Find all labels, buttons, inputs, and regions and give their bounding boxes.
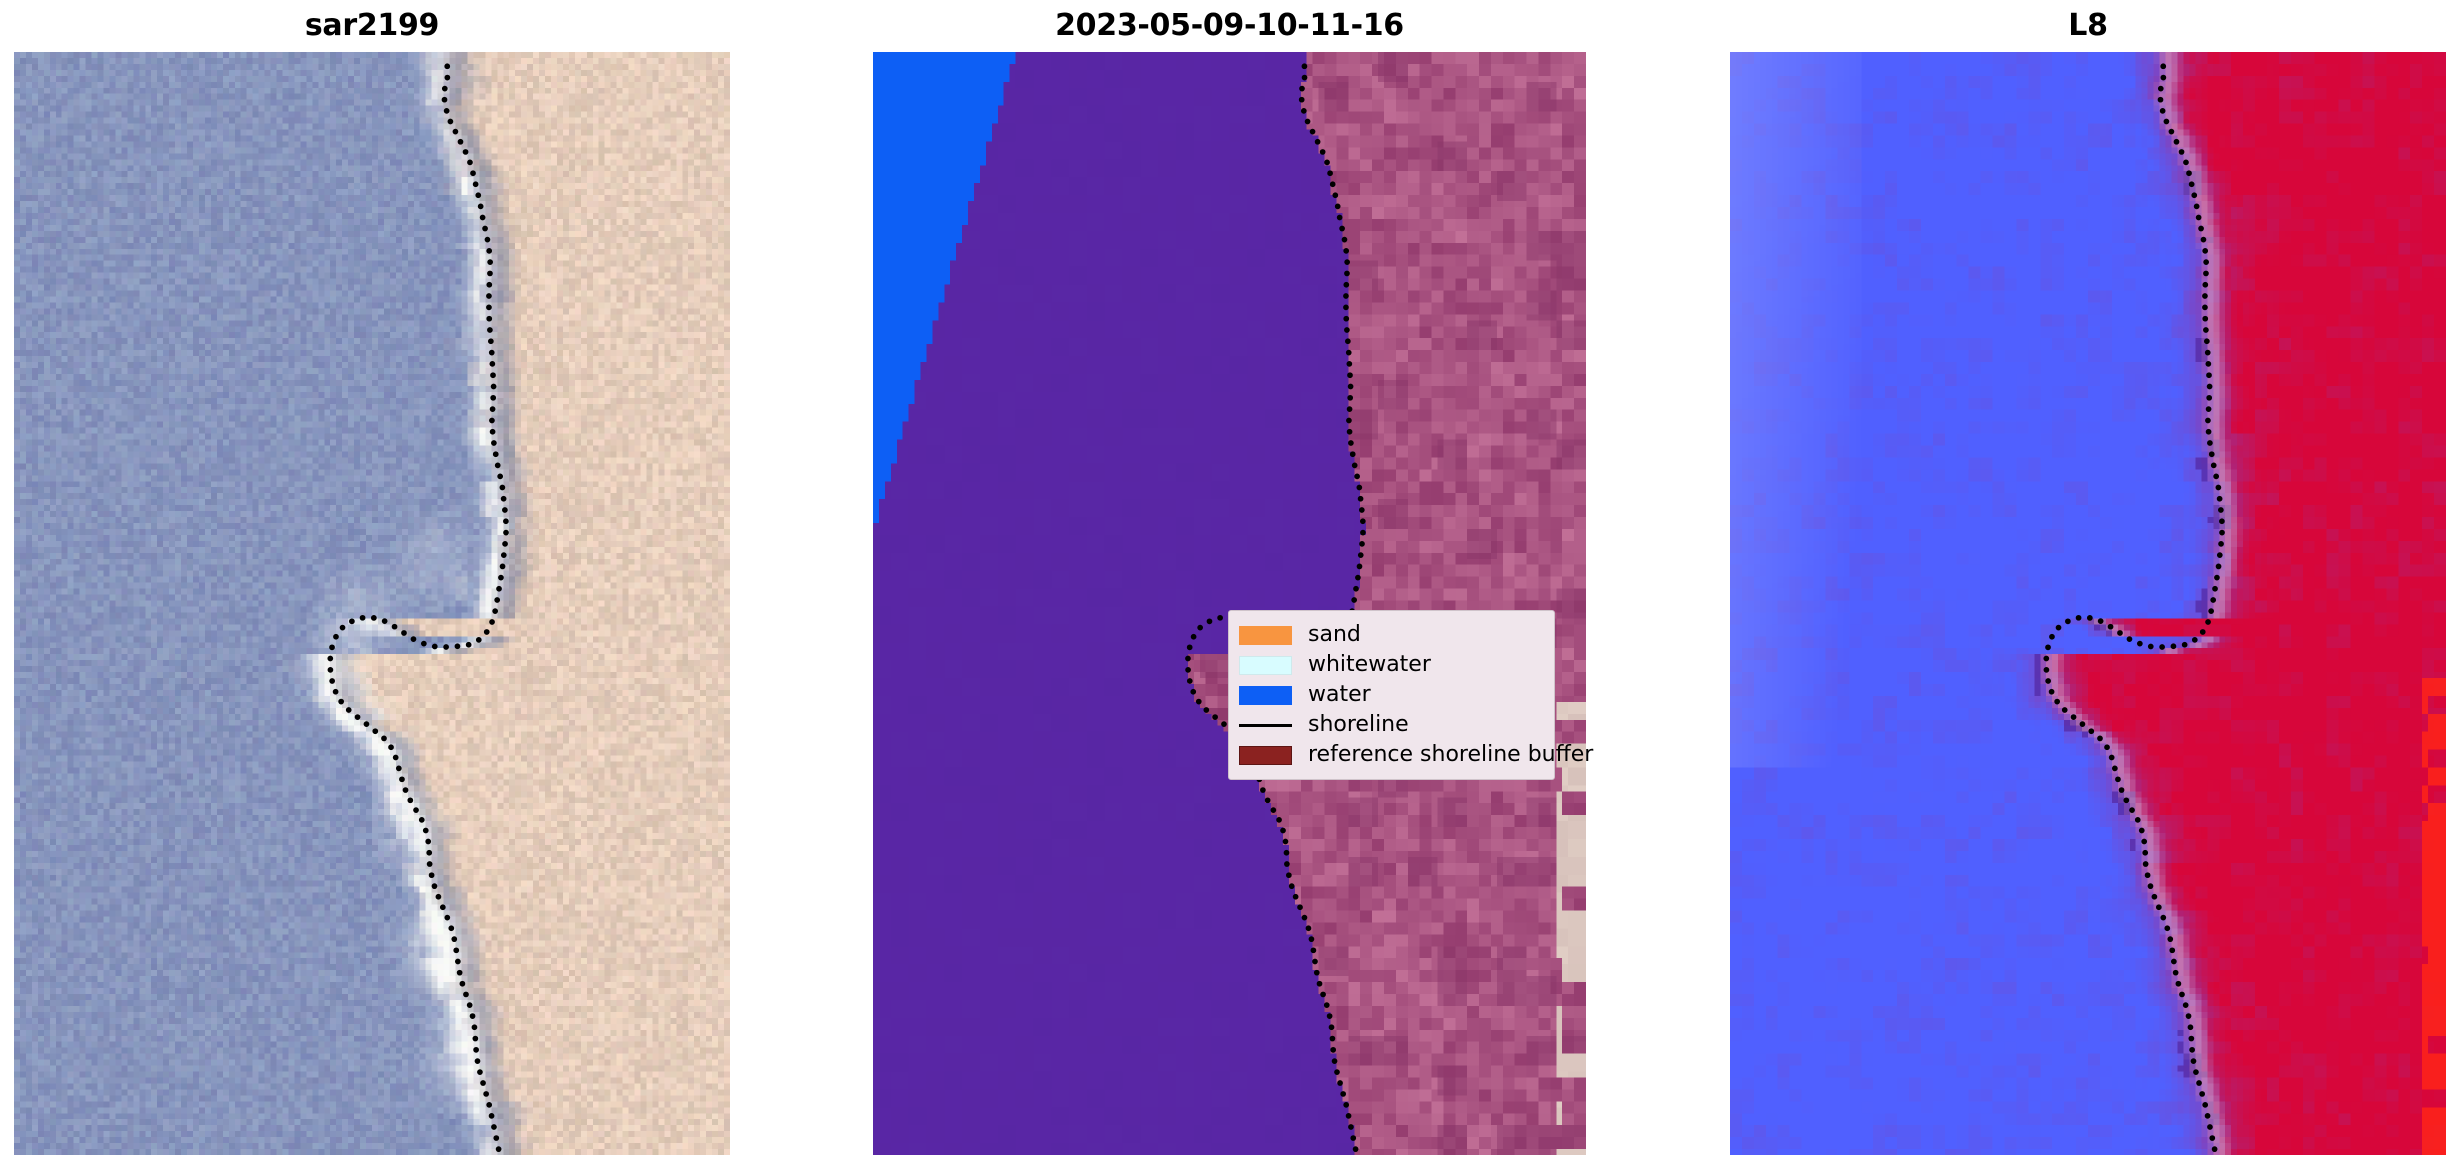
panel-classification[interactable] [873,52,1586,1155]
legend-item-shoreline: shoreline [1239,710,1542,740]
legend-swatch-reference-shoreline-buffer [1239,745,1292,765]
legend-swatch-shoreline [1239,716,1292,735]
panel-title-timestamp: 2023-05-09-10-11-16 [1055,8,1404,43]
legend-item-whitewater: whitewater [1239,650,1542,680]
panel-sar-rgb-image[interactable] [14,52,730,1155]
panel-title-sar2199: sar2199 [304,8,440,43]
legend-item-water: water [1239,680,1542,710]
legend-label-reference-shoreline-buffer: reference shoreline buffer [1308,742,1594,767]
legend-swatch-sand [1239,625,1292,645]
legend-swatch-water [1239,685,1292,705]
legend-box: sand whitewater water shoreline referenc… [1228,610,1593,780]
legend-label-whitewater: whitewater [1308,652,1431,677]
legend-item-reference-shoreline-buffer: reference shoreline buffer [1239,740,1593,770]
panel-title-l8: L8 [2068,8,2108,43]
rgb-raster [14,52,730,1155]
legend-label-water: water [1308,682,1371,707]
legend-label-shoreline: shoreline [1308,712,1409,737]
legend-label-sand: sand [1308,622,1361,647]
classification-raster [873,52,1586,1155]
legend-swatch-whitewater [1239,655,1292,675]
legend-item-sand: sand [1239,620,1542,650]
panel-l8-index[interactable] [1730,52,2446,1155]
l8-index-raster [1730,52,2446,1155]
